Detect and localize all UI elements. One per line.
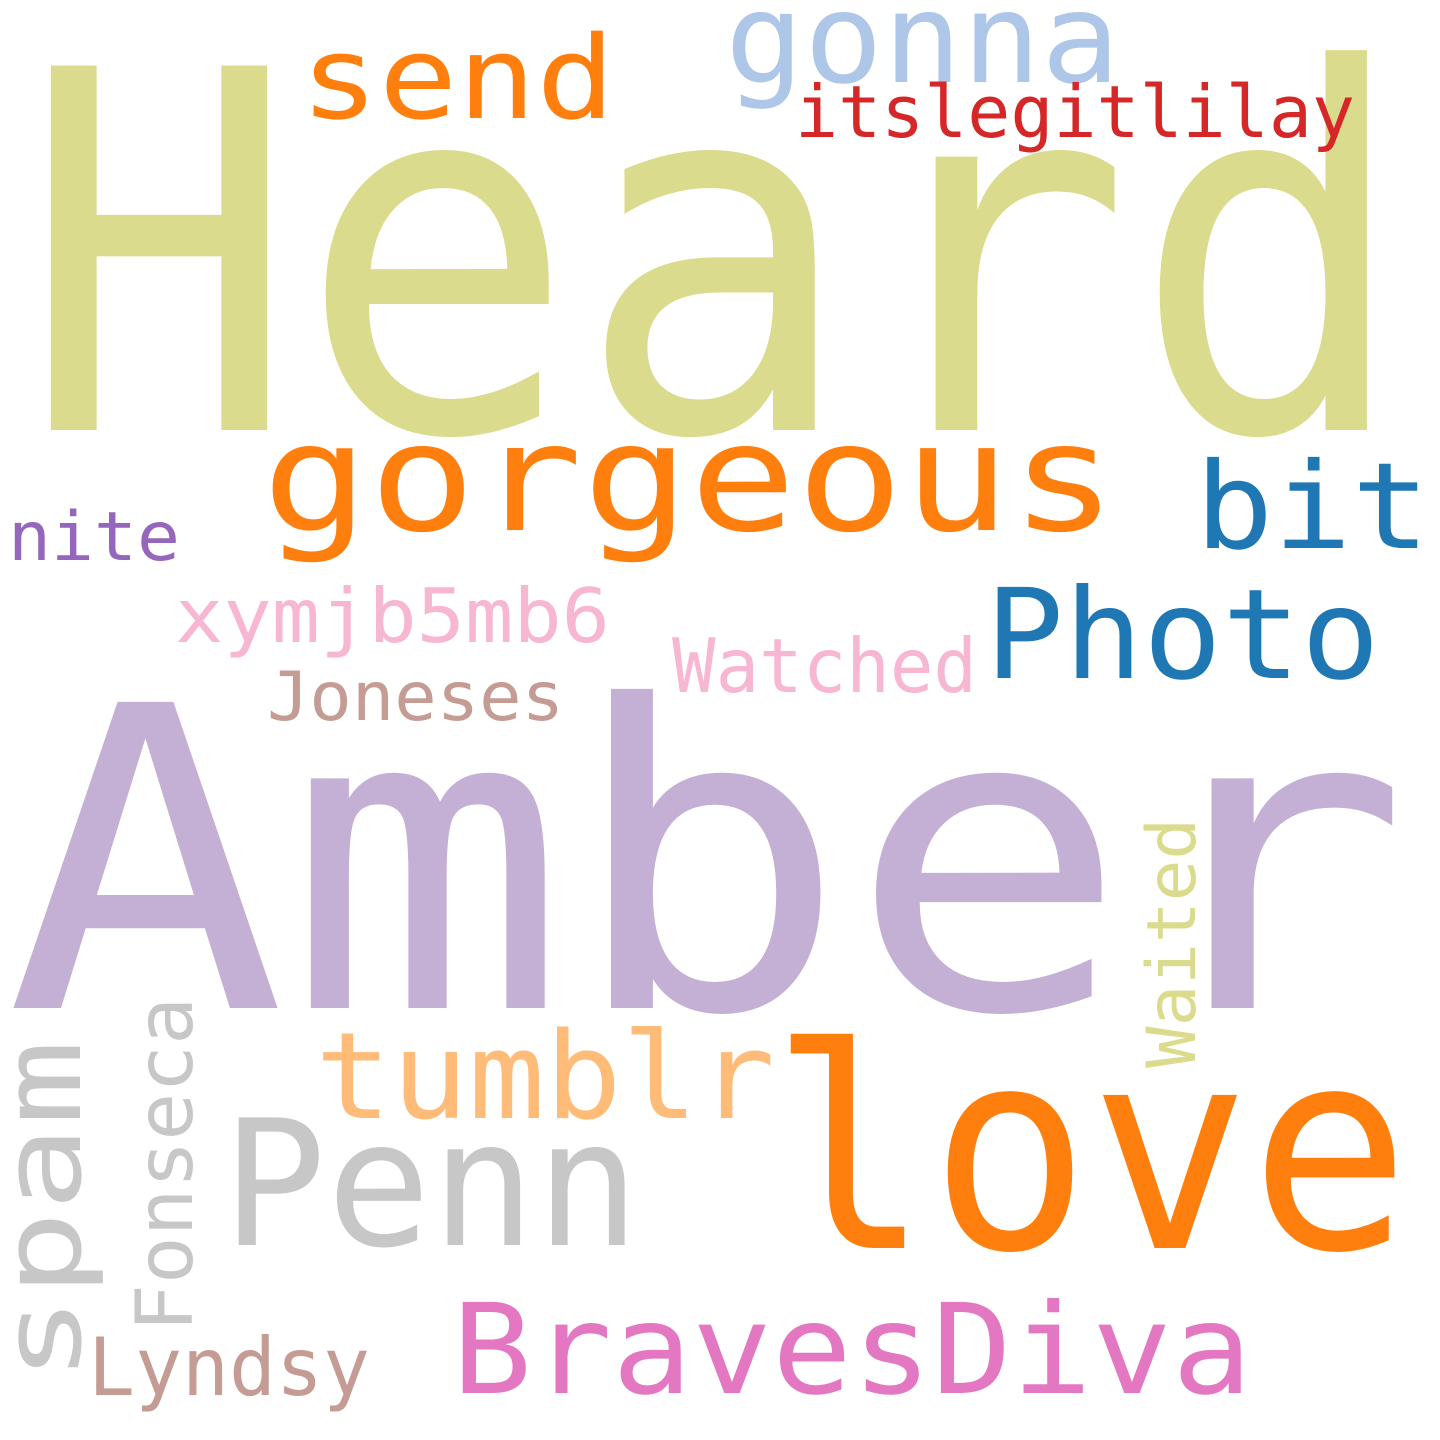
word-tumblr: tumblr [315, 1008, 775, 1147]
word-photo: Photo [985, 563, 1380, 708]
word-xymjb5mb6: xymjb5mb6 [175, 572, 610, 660]
word-itslegitlilay: itslegitlilay [795, 70, 1355, 154]
word-spam: spam [0, 1040, 106, 1382]
word-waited: Waited [1133, 818, 1212, 1068]
word-penn: Penn [222, 1084, 640, 1287]
word-gonna: gonna [725, 0, 1120, 112]
word-amber: Amber [5, 619, 1410, 1108]
word-watched: Watched [672, 622, 977, 710]
word-lyndsy: Lyndsy [88, 1321, 370, 1414]
word-fonseca: Fonseca [121, 997, 211, 1332]
word-send: send [300, 12, 615, 146]
word-heard: Heard [20, 0, 1410, 548]
word-gorgeous: gorgeous [262, 392, 1117, 566]
word-nite: nite [8, 498, 180, 577]
word-bit: bit [1195, 438, 1430, 577]
word-bravesdiva: BravesDiva [452, 1278, 1252, 1423]
word-joneses: Joneses [267, 658, 564, 737]
word-love: love [770, 989, 1410, 1315]
